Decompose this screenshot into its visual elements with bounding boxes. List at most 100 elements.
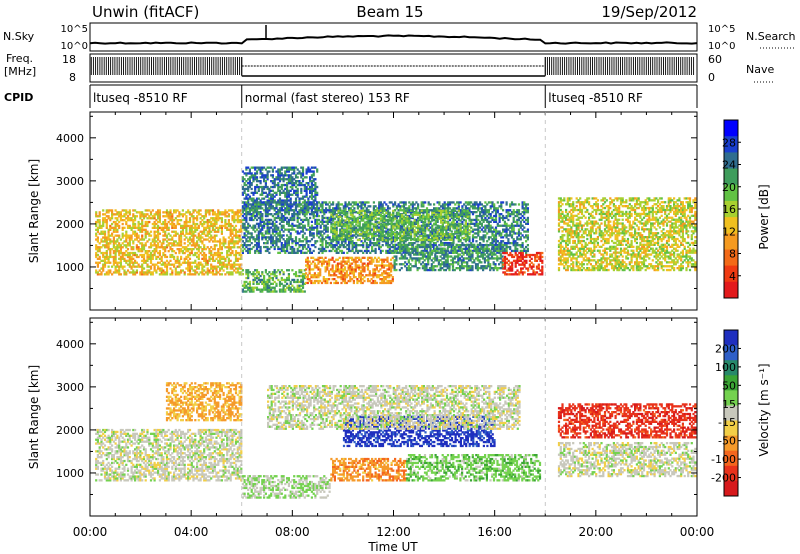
data-cell [383, 230, 386, 233]
data-cell [328, 244, 331, 247]
data-cell [323, 232, 326, 235]
data-cell [174, 234, 177, 237]
data-cell [293, 240, 296, 243]
data-cell [174, 273, 177, 276]
data-cell [362, 232, 365, 235]
data-cell [424, 240, 427, 243]
data-cell [252, 209, 255, 212]
data-cell [211, 226, 215, 229]
data-cell [102, 265, 105, 268]
data-cell [238, 265, 241, 268]
data-cell [277, 232, 280, 235]
data-cell [270, 222, 273, 225]
data-cell [134, 222, 137, 226]
data-cell [420, 249, 423, 253]
data-cell [243, 182, 246, 185]
data-cell [346, 203, 349, 206]
data-cell [248, 178, 251, 181]
data-cell [220, 230, 223, 233]
data-cell [411, 251, 414, 254]
data-cell [307, 207, 310, 210]
data-cell [319, 220, 322, 223]
data-cell [128, 265, 131, 268]
data-cell [356, 249, 359, 253]
data-cell [293, 216, 296, 220]
data-cell [111, 234, 114, 237]
data-cell [153, 251, 156, 255]
data-cell [310, 228, 313, 231]
data-cell [291, 172, 294, 175]
data-cell [271, 244, 274, 247]
data-cell [273, 240, 276, 243]
data-cell [310, 183, 313, 187]
data-cell [402, 234, 406, 237]
data-cell [215, 271, 218, 274]
data-cell [153, 267, 156, 270]
data-cell [319, 209, 322, 212]
data-cell [194, 244, 197, 247]
data-cell [305, 195, 308, 198]
data-cell [236, 230, 239, 233]
data-cell [240, 271, 243, 274]
data-cell [390, 232, 393, 235]
data-cell [112, 251, 115, 255]
data-cell [309, 185, 312, 189]
data-cell [286, 174, 289, 177]
data-cell [443, 242, 446, 245]
data-cell [153, 234, 156, 237]
data-cell [169, 215, 172, 218]
data-cell [183, 226, 186, 229]
data-cell [98, 257, 101, 260]
data-cell [301, 211, 305, 214]
data-cell [348, 201, 351, 204]
data-cell [379, 205, 382, 208]
data-cell [119, 246, 122, 249]
data-cell [187, 250, 190, 253]
data-cell [245, 216, 248, 220]
data-cell [305, 168, 308, 171]
data-cell [325, 216, 328, 220]
data-cell [141, 219, 144, 222]
data-cell [415, 201, 418, 204]
data-cell [392, 245, 395, 249]
data-cell [173, 230, 176, 233]
data-cell [201, 250, 204, 253]
data-cell [183, 242, 186, 245]
data-cell [275, 232, 278, 235]
data-cell [325, 240, 328, 243]
data-cell [429, 240, 432, 243]
data-cell [231, 251, 234, 255]
data-cell [247, 197, 250, 200]
data-cell [447, 224, 450, 227]
data-cell [255, 185, 259, 189]
data-cell [188, 263, 192, 266]
data-cell [445, 242, 448, 245]
data-cell [102, 259, 105, 262]
data-cell [386, 220, 390, 223]
data-cell [278, 203, 282, 206]
data-cell [457, 203, 460, 206]
data-cell [132, 263, 135, 266]
data-cell [363, 249, 367, 253]
data-cell [399, 209, 402, 212]
data-cell [443, 211, 446, 214]
data-cell [263, 203, 266, 206]
data-cell [192, 269, 195, 272]
data-cell [128, 261, 131, 264]
data-cell [241, 207, 244, 210]
data-cell [316, 228, 319, 231]
data-cell [250, 203, 253, 206]
data-cell [429, 222, 432, 225]
data-cell [355, 220, 358, 223]
data-cell [208, 224, 211, 228]
data-cell [399, 228, 402, 231]
data-cell [409, 247, 413, 251]
data-cell [305, 185, 308, 189]
data-cell [116, 244, 119, 247]
data-cell [332, 209, 335, 212]
data-cell [374, 220, 377, 223]
data-cell [201, 236, 204, 239]
data-cell [139, 217, 142, 220]
data-cell [386, 207, 390, 210]
nsky-label: N.Sky [3, 30, 35, 43]
